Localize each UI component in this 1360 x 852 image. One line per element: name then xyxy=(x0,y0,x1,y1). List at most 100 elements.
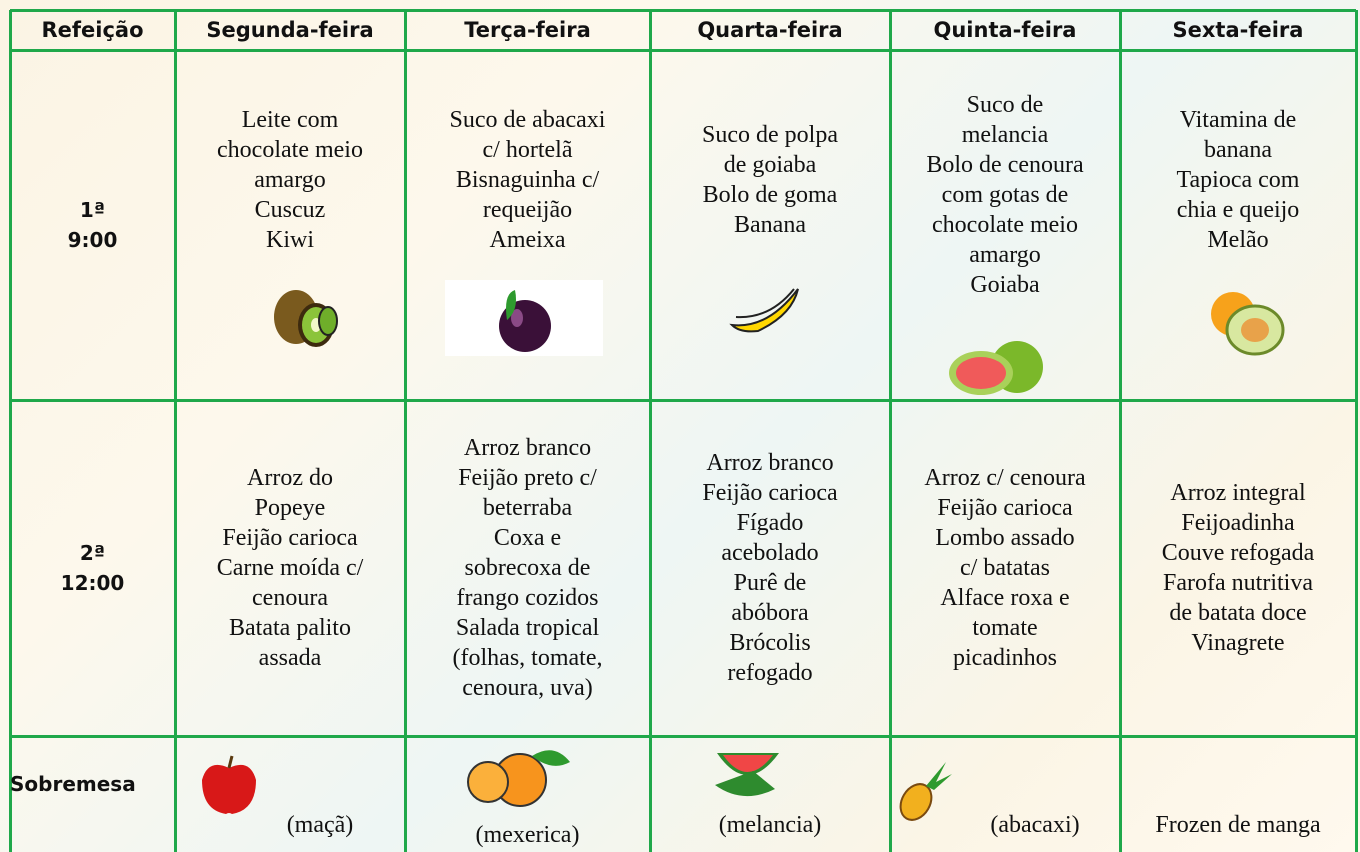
cell-line: amargo xyxy=(254,167,326,193)
menu-cell: Frozen de manga xyxy=(1120,736,1356,852)
menu-cell: Suco de melancia Bolo de cenoura com gotas … xyxy=(890,50,1120,400)
cell-line: chia e queijo xyxy=(1176,197,1300,223)
cell-line: chocolate meio xyxy=(217,137,363,163)
meal-label: 2ª 12:00 xyxy=(10,400,175,736)
menu-cell: Arroz do Popeye Feijão carioca Carne moída … xyxy=(175,400,405,736)
column-header: Refeição xyxy=(41,18,144,42)
cell-line: cenoura, uva) xyxy=(462,675,593,701)
cell-line: Melão xyxy=(1207,227,1269,253)
cell-line: Salada tropical xyxy=(455,615,600,641)
menu-cell: (maçã) xyxy=(175,736,405,852)
cell-line: acebolado xyxy=(721,540,819,566)
cell-line: Couve refogada xyxy=(1161,540,1315,566)
cell-line: abóbora xyxy=(731,600,809,626)
cell-line: de goiaba xyxy=(723,152,817,178)
cell-line: refogado xyxy=(727,660,813,686)
cell-line: Popeye xyxy=(254,495,326,521)
cell-line: c/ batatas xyxy=(960,555,1050,581)
menu-cell: Suco de abacaxi c/ hortelã Bisnaguinha c/r… xyxy=(405,50,650,400)
pineapple-icon xyxy=(899,762,952,821)
cell-line: c/ hortelã xyxy=(482,137,573,163)
meal-label: Sobremesa xyxy=(10,736,175,852)
cell-line: Brócolis xyxy=(729,630,811,656)
cell-line: Lombo assado xyxy=(935,525,1075,551)
cell-line: tomate xyxy=(972,615,1038,641)
menu-cell: Leite com chocolate meio amargo Cuscuz Kiwi xyxy=(175,50,405,400)
kiwi-icon xyxy=(274,290,338,347)
cell-line: Feijão carioca xyxy=(937,495,1073,521)
tangerine-icon xyxy=(467,750,570,807)
menu-cell: Arroz branco Feijão preto c/beterraba Coxa… xyxy=(405,400,650,736)
column-header: Sexta-feira xyxy=(1172,18,1304,42)
cell-line: Coxa e xyxy=(493,525,562,551)
cell-line: Alface roxa e xyxy=(940,585,1070,611)
cell-line: Arroz do xyxy=(247,465,333,491)
menu-cell: Suco de polpa de goiaba Bolo de goma Banana xyxy=(650,50,890,400)
menu-cell: (abacaxi) xyxy=(890,736,1120,852)
cell-line: chocolate meio xyxy=(932,212,1078,238)
cell-line: Goiaba xyxy=(970,272,1040,298)
guava-icon xyxy=(949,341,1043,395)
cell-line: (melancia) xyxy=(718,812,822,838)
cell-line: (mexerica) xyxy=(475,822,580,848)
cell-line: Batata palito xyxy=(229,615,351,641)
menu-cell: Vitamina de banana Tapioca com chia e queij… xyxy=(1120,50,1356,400)
cell-line: Bisnaguinha c/ xyxy=(455,167,600,193)
cell-line: frango cozidos xyxy=(456,585,599,611)
cell-line: (maçã) xyxy=(286,812,354,838)
cell-line: melancia xyxy=(961,122,1049,148)
cell-line: Leite com xyxy=(241,107,339,133)
meal-label: 1ª 9:00 xyxy=(10,50,175,400)
cell-line: amargo xyxy=(969,242,1041,268)
cell-line: Suco de xyxy=(966,92,1044,118)
cell-line: Ameixa xyxy=(489,227,566,253)
plum-icon xyxy=(445,280,603,356)
melon-icon xyxy=(1211,292,1285,356)
cell-line: Feijão carioca xyxy=(702,480,838,506)
cell-line: Farofa nutritiva xyxy=(1163,570,1313,596)
apple-icon xyxy=(202,755,256,814)
grid-line xyxy=(1119,10,1122,852)
cell-line: Suco de abacaxi xyxy=(449,107,606,133)
cell-line: Carne moída c/ xyxy=(216,555,364,581)
grid-line xyxy=(10,9,1356,12)
cell-line: Cuscuz xyxy=(254,197,326,223)
cell-line: assada xyxy=(258,645,322,671)
column-header: Quarta-feira xyxy=(697,18,843,42)
cell-line: Feijão carioca xyxy=(222,525,358,551)
cell-line: Arroz branco xyxy=(706,450,834,476)
watermelon-icon xyxy=(715,753,779,797)
cell-line: Arroz c/ cenoura xyxy=(924,465,1086,491)
cell-line: Vinagrete xyxy=(1191,630,1285,656)
menu-cell: Arroz integral Feijoadinha Couve refogada F… xyxy=(1120,400,1356,736)
column-header: Segunda-feira xyxy=(206,18,374,42)
cell-line: (folhas, tomate, xyxy=(452,645,603,671)
cell-line: picadinhos xyxy=(953,645,1057,671)
cell-line: 12:00 xyxy=(60,571,125,595)
banana-icon xyxy=(729,288,799,333)
cell-line: beterraba xyxy=(482,495,573,521)
cell-line: Suco de polpa xyxy=(702,122,838,148)
cell-line: 2ª xyxy=(79,541,106,565)
cell-line: Feijoadinha xyxy=(1181,510,1295,536)
cell-line: Kiwi xyxy=(266,227,314,253)
grid-line xyxy=(10,49,1356,52)
cell-line: (abacaxi) xyxy=(990,812,1080,838)
cell-line: Arroz branco xyxy=(463,435,592,461)
grid-line xyxy=(649,10,652,852)
menu-cell: Arroz c/ cenoura Feijão carioca Lombo assa… xyxy=(890,400,1120,736)
cell-line: Vitamina de xyxy=(1179,107,1297,133)
cell-line: Feijão preto c/ xyxy=(458,465,597,491)
cell-line: Fígado xyxy=(736,510,804,536)
cell-line: sobrecoxa de xyxy=(464,555,591,581)
cell-line: banana xyxy=(1204,137,1272,163)
grid-line xyxy=(10,735,1356,738)
cell-line: Banana xyxy=(734,212,806,238)
cell-line: Bolo de goma xyxy=(702,182,838,208)
cell-line: Bolo de cenoura xyxy=(926,152,1084,178)
cell-line: requeijão xyxy=(482,197,573,223)
grid-line xyxy=(10,399,1356,402)
cell-line: de batata doce xyxy=(1169,600,1307,626)
grid-line xyxy=(174,10,177,852)
